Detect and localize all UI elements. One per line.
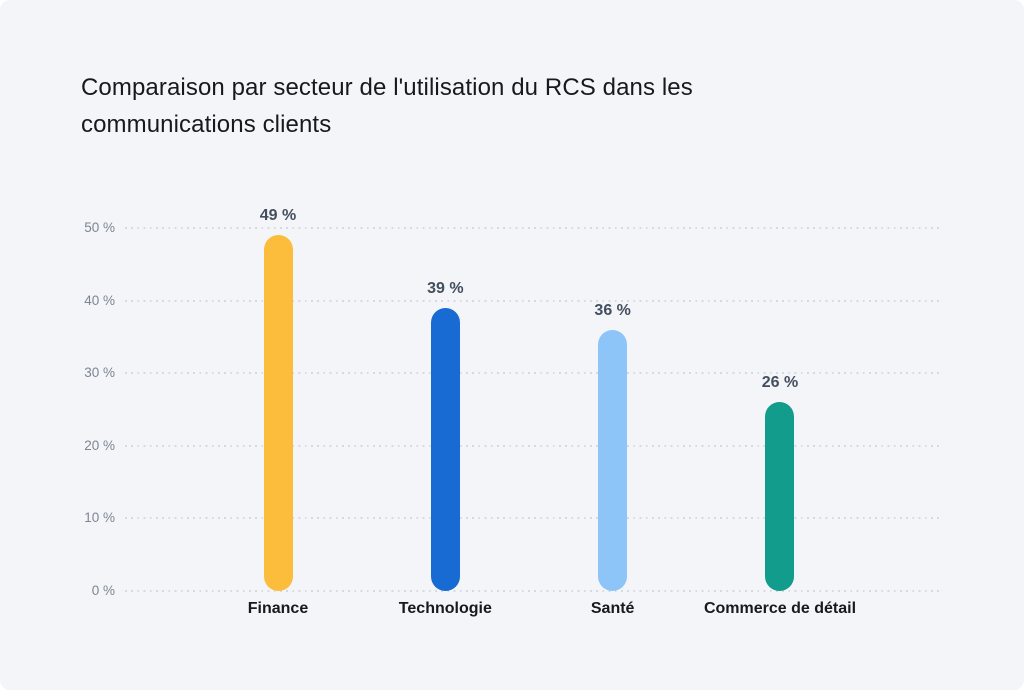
value-label-sant-: 36 % xyxy=(594,301,631,319)
gridline-50 xyxy=(125,227,943,229)
bar-technologie xyxy=(430,307,460,591)
gridline-40 xyxy=(125,299,943,302)
value-label-finance: 49 % xyxy=(259,207,297,225)
category-label-commerce-de-d-tail: Commerce de détail xyxy=(703,600,857,617)
y-tick-label-10: 10 % xyxy=(84,510,115,526)
y-tick-label-50: 50 % xyxy=(84,220,115,235)
gridline-10 xyxy=(125,517,943,520)
category-label-finance: Finance xyxy=(247,600,309,617)
value-label-technologie: 39 % xyxy=(427,279,464,297)
y-tick-label-20: 20 % xyxy=(84,437,115,453)
value-label-commerce-de-d-tail: 26 % xyxy=(761,374,799,392)
gridline-30 xyxy=(125,372,943,375)
y-tick-label-0: 0 % xyxy=(91,583,115,598)
plot-area: 49 % 39 % 36 % 26 % xyxy=(125,207,943,592)
chart-title: Comparaison par secteur de l'utilisation… xyxy=(81,74,693,138)
bar-finance xyxy=(263,235,293,591)
gridline-0 xyxy=(125,590,943,592)
category-label-technologie: Technologie xyxy=(398,600,492,617)
category-label-sant-: Santé xyxy=(590,600,635,617)
y-tick-label-40: 40 % xyxy=(84,292,115,308)
y-tick-label-30: 30 % xyxy=(84,365,115,381)
bar-commerce-de-d-tail xyxy=(765,402,795,591)
bar-sant- xyxy=(598,329,628,591)
gridline-20 xyxy=(125,444,943,447)
